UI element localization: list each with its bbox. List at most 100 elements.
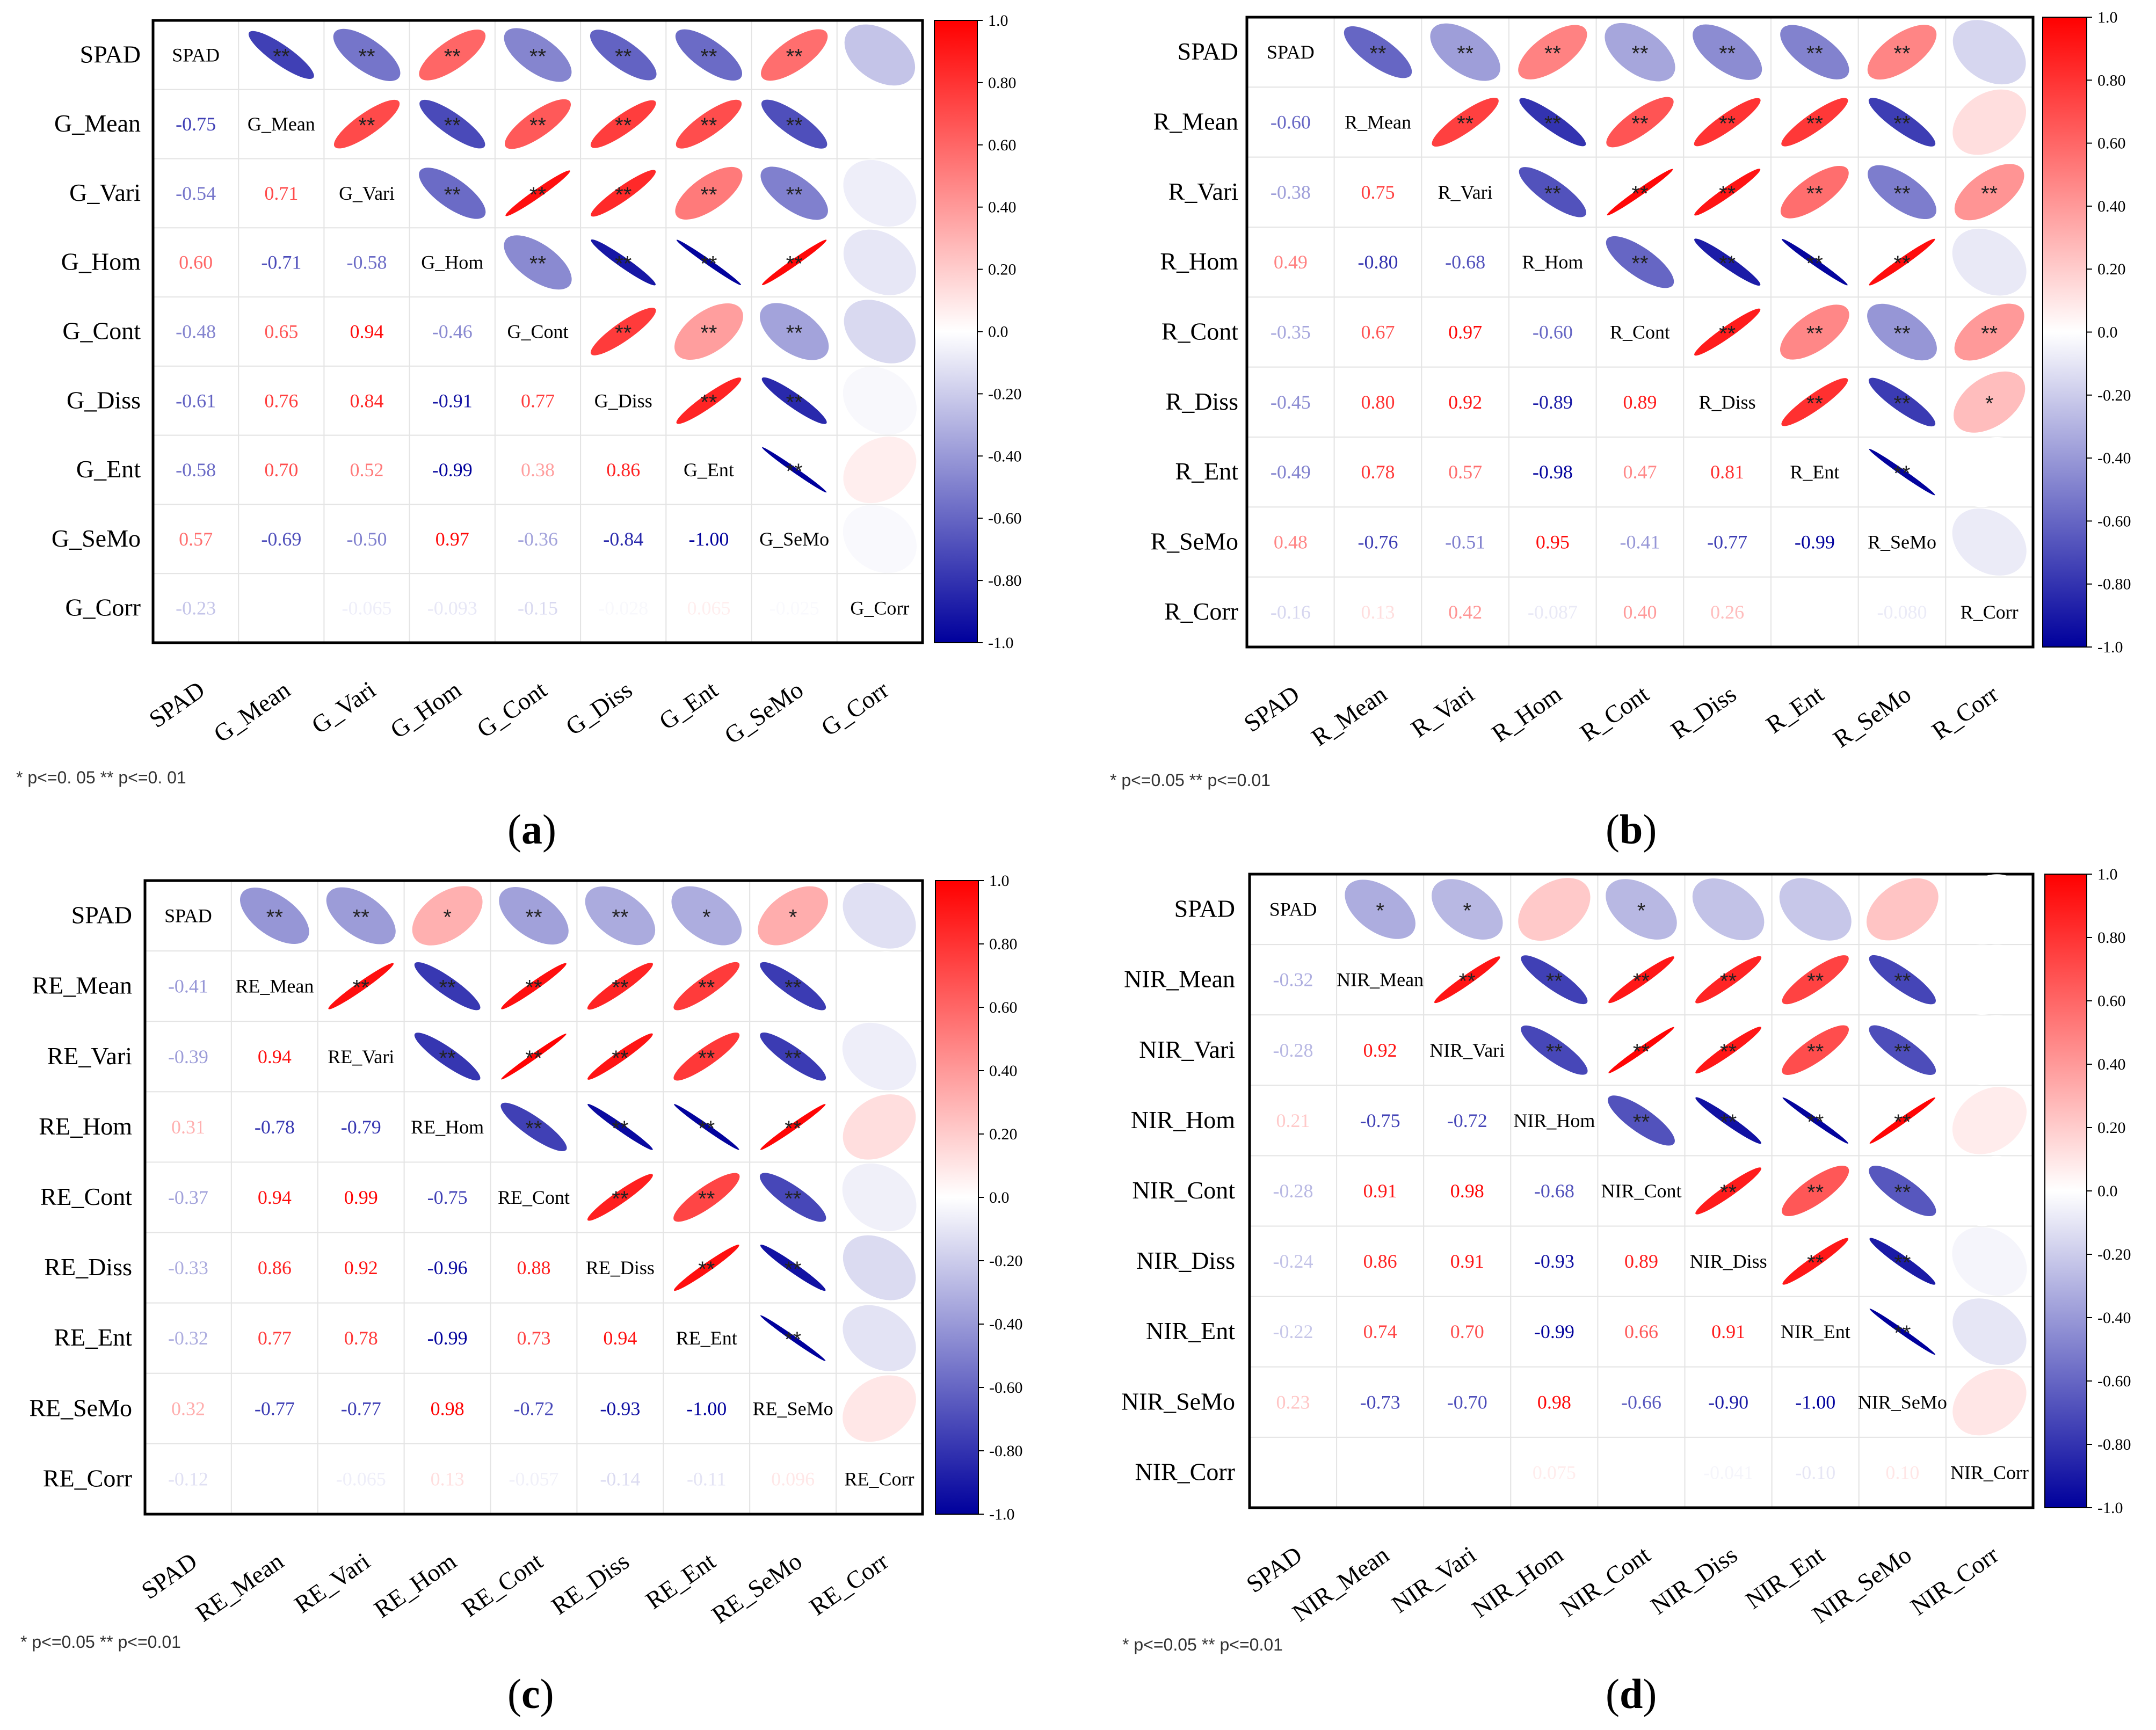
correlation-ellipse [1519,167,1586,217]
correlation-value: 0.81 [1710,461,1744,483]
correlation-value: -0.50 [347,528,387,550]
cell [403,1372,491,1444]
cell [323,573,410,643]
significance-mark: ** [1894,1181,1911,1204]
cell [323,504,410,575]
correlation-ellipse [843,159,917,227]
diagonal-label: NIR_SeMo [1858,1391,1947,1413]
correlation-value: -0.76 [1358,532,1398,553]
correlation-ellipse [1954,164,2024,221]
cell [490,1302,578,1374]
correlation-ellipse [419,168,486,219]
cell [323,158,410,229]
significance-mark: ** [1633,1110,1650,1134]
correlation-value: -0.72 [1447,1110,1487,1131]
column-label: NIR_Hom [1467,1540,1569,1623]
row-label: R_Vari [1168,178,1238,205]
correlation-value: 0.21 [1276,1110,1310,1131]
cell [494,434,582,505]
cell [1246,227,1335,298]
correlation-ellipse [1868,165,1936,220]
row-label: RE_Corr [43,1464,132,1492]
correlation-value: -0.38 [1271,181,1311,203]
correlation-value: 0.48 [1274,532,1308,553]
row-label: NIR_Vari [1139,1036,1235,1063]
cell [1683,437,1772,508]
correlation-value: -0.48 [176,321,216,343]
correlation-value: -0.91 [432,390,473,411]
colorbar-tick-label: -1.0 [2097,1499,2123,1517]
cell [1423,1436,1512,1509]
significance-mark: ** [1457,112,1473,136]
correlation-ellipse [1869,449,1935,496]
cell [1421,576,1509,648]
row-label: NIR_Cont [1132,1176,1235,1204]
colorbar-tick-label: 0.20 [2097,1119,2126,1137]
correlation-ellipse [1867,25,1937,80]
correlation-value: -0.22 [1273,1321,1313,1342]
correlation-ellipse [1781,378,1848,426]
diagonal-label: G_SeMo [759,528,829,550]
panel-label-letter: a [521,806,542,853]
colorbar-tick-label: -0.80 [988,572,1022,590]
correlation-ellipse [844,24,916,86]
correlation-value: -0.37 [168,1187,208,1208]
column-label: NIR_Diss [1645,1540,1742,1619]
correlation-ellipse [1951,437,2027,507]
correlation-value: -0.58 [347,252,387,273]
significance-mark: ** [1893,42,1910,66]
significance-mark: ** [1631,252,1648,275]
cell [663,1302,751,1374]
correlation-value: 0.52 [350,459,384,481]
cell [576,1302,664,1374]
colorbar-tick-label: 0.0 [2097,324,2118,341]
correlation-ellipse [1952,20,2026,85]
correlation-ellipse [1694,169,1761,216]
diagonal-label: RE_Mean [235,976,314,997]
cell [409,504,496,575]
correlation-ellipse [1694,238,1761,286]
row-label: R_Corr [1164,598,1238,625]
significance-mark: ** [1719,182,1736,206]
significance-mark: ** [1719,322,1736,346]
correlation-ellipse [1781,238,1848,286]
significance-mark: ** [273,45,289,68]
significance-mark: ** [1719,112,1736,136]
significance-mark: ** [529,252,546,276]
correlation-value: -0.70 [1447,1391,1487,1413]
correlation-ellipse [590,100,656,148]
correlation-ellipse [1694,308,1761,356]
correlation-ellipse [1606,236,1674,288]
correlation-value: -0.23 [176,598,216,619]
correlation-value: 0.70 [264,459,298,481]
correlation-value: -0.065 [342,598,392,619]
cell [663,1372,751,1444]
cell [1508,437,1597,508]
diagonal-label: NIR_Cont [1601,1180,1681,1202]
plot-frame [143,879,924,1516]
correlation-value: 0.99 [344,1187,378,1208]
colorbar-tick-label: 0.40 [2097,198,2126,215]
cell [153,365,239,436]
cell [1508,576,1597,648]
significance-mark: ** [1806,252,1823,275]
colorbar [2044,874,2087,1508]
column-label: NIR_Cont [1555,1540,1655,1622]
row-label: R_Mean [1153,108,1238,135]
diagonal-label: RE_Vari [328,1046,394,1067]
cell [1336,1436,1425,1509]
correlation-ellipse [1868,98,1936,147]
correlation-ellipse [675,166,743,220]
correlation-value: 0.49 [1274,251,1308,273]
correlation-ellipse [505,170,570,216]
plot-frame [1245,16,2035,649]
cell [1333,366,1422,438]
diagonal-label: R_Vari [1438,181,1493,203]
colorbar-tick-label: -0.40 [988,447,1022,465]
correlation-value: -0.51 [1445,532,1485,553]
diagonal-label: RE_Hom [411,1116,484,1138]
correlation-value: -0.77 [1707,532,1747,553]
panel-label-b: (b) [1606,806,1657,853]
cell [1595,296,1685,368]
diagonal-label: RE_SeMo [753,1398,833,1419]
